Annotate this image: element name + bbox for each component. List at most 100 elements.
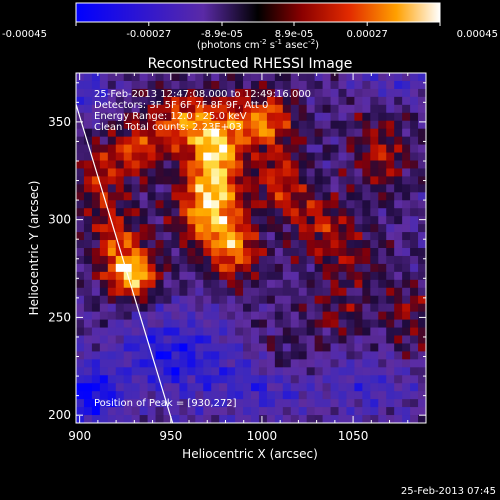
heatmap-cell bbox=[107, 240, 117, 249]
heatmap-cell bbox=[282, 168, 292, 177]
heatmap-cell bbox=[123, 367, 133, 376]
heatmap-cell bbox=[258, 200, 268, 209]
heatmap-cell bbox=[76, 391, 85, 400]
heatmap-cell bbox=[91, 319, 101, 328]
heatmap-cell bbox=[386, 327, 395, 336]
heatmap-cell bbox=[91, 136, 101, 145]
heatmap-cell bbox=[83, 295, 93, 305]
heatmap-cell bbox=[179, 248, 188, 257]
heatmap-cell bbox=[362, 152, 371, 161]
heatmap-cell bbox=[274, 263, 284, 273]
heatmap-cell bbox=[123, 240, 133, 249]
heatmap-cell bbox=[91, 359, 101, 368]
heatmap-cell bbox=[155, 335, 164, 344]
heatmap-cell bbox=[330, 144, 339, 153]
heatmap-cell bbox=[155, 160, 164, 169]
heatmap-cell bbox=[290, 208, 300, 217]
heatmap-cell bbox=[219, 287, 228, 297]
heatmap-cell bbox=[314, 184, 323, 193]
heatmap-cell bbox=[187, 303, 196, 313]
heatmap-cell bbox=[378, 255, 387, 265]
heatmap-cell bbox=[258, 271, 268, 281]
heatmap-cell bbox=[155, 73, 164, 82]
heatmap-cell bbox=[282, 311, 292, 320]
heatmap-cell bbox=[211, 335, 220, 344]
heatmap-cell bbox=[171, 279, 180, 289]
heatmap-cell bbox=[370, 224, 379, 233]
heatmap-cell bbox=[258, 240, 268, 249]
heatmap-cell bbox=[115, 319, 125, 328]
plot-area bbox=[76, 73, 426, 423]
heatmap-cell bbox=[258, 319, 268, 328]
heatmap-cell bbox=[211, 319, 220, 328]
heatmap-cell bbox=[370, 303, 379, 313]
heatmap-cell bbox=[251, 287, 260, 297]
heatmap-cell bbox=[203, 399, 212, 408]
heatmap-cell bbox=[410, 104, 419, 114]
heatmap-cell bbox=[115, 279, 125, 289]
heatmap-cell bbox=[362, 407, 371, 416]
heatmap-cell bbox=[258, 415, 268, 423]
heatmap-cell bbox=[394, 287, 403, 297]
heatmap-cell bbox=[386, 152, 395, 161]
heatmap-cell bbox=[195, 104, 204, 114]
heatmap-cell bbox=[163, 120, 172, 130]
heatmap-cell bbox=[187, 327, 196, 336]
heatmap-cell bbox=[219, 184, 228, 193]
heatmap-cell bbox=[131, 192, 141, 201]
heatmap-cell bbox=[330, 104, 339, 114]
heatmap-cell bbox=[91, 232, 101, 241]
heatmap-cell bbox=[187, 383, 196, 392]
heatmap-cell bbox=[346, 335, 355, 344]
heatmap-cell bbox=[163, 144, 172, 153]
heatmap-cell bbox=[115, 263, 125, 273]
heatmap-cell bbox=[211, 367, 220, 376]
heatmap-cell bbox=[131, 415, 141, 423]
heatmap-cell bbox=[171, 263, 180, 273]
heatmap-cell bbox=[346, 407, 355, 416]
heatmap-cell bbox=[282, 255, 292, 265]
heatmap-cell bbox=[211, 311, 220, 320]
heatmap-cell bbox=[147, 208, 156, 217]
heatmap-cell bbox=[76, 104, 85, 114]
heatmap-cell bbox=[362, 240, 371, 249]
heatmap-cell bbox=[338, 96, 347, 106]
heatmap-cell bbox=[115, 184, 125, 193]
heatmap-cell bbox=[99, 216, 109, 225]
heatmap-cell bbox=[362, 279, 371, 289]
heatmap-cell bbox=[322, 240, 331, 249]
heatmap-cell bbox=[378, 216, 387, 225]
heatmap-cell bbox=[338, 80, 347, 90]
heatmap-cell bbox=[258, 88, 268, 98]
heatmap-cell bbox=[83, 160, 93, 169]
heatmap-cell bbox=[115, 391, 125, 400]
heatmap-cell bbox=[91, 351, 101, 360]
heatmap-cell bbox=[99, 295, 109, 305]
heatmap-cell bbox=[107, 271, 117, 281]
heatmap-cell bbox=[338, 184, 347, 193]
heatmap-cell bbox=[131, 303, 141, 313]
heatmap-cell bbox=[306, 335, 316, 344]
heatmap-cell bbox=[330, 208, 339, 217]
heatmap-cell bbox=[139, 73, 148, 82]
heatmap-cell bbox=[346, 327, 355, 336]
heatmap-cell bbox=[147, 263, 156, 273]
heatmap-cell bbox=[163, 192, 172, 201]
heatmap-cell bbox=[330, 176, 339, 185]
heatmap-cell bbox=[187, 279, 196, 289]
y-tick-label: 350 bbox=[48, 115, 71, 129]
heatmap-cell bbox=[370, 80, 379, 90]
heatmap-cell bbox=[290, 399, 300, 408]
heatmap-cell bbox=[266, 391, 276, 400]
heatmap-cell bbox=[123, 311, 133, 320]
heatmap-cell bbox=[322, 80, 331, 90]
heatmap-cell bbox=[227, 263, 236, 273]
heatmap-cell bbox=[330, 192, 339, 201]
heatmap-cell bbox=[378, 311, 387, 320]
heatmap-cell bbox=[155, 279, 164, 289]
heatmap-cell bbox=[243, 279, 252, 289]
heatmap-cell bbox=[266, 271, 276, 281]
heatmap-cell bbox=[282, 160, 292, 169]
heatmap-cell bbox=[362, 255, 371, 265]
heatmap-cell bbox=[163, 327, 172, 336]
